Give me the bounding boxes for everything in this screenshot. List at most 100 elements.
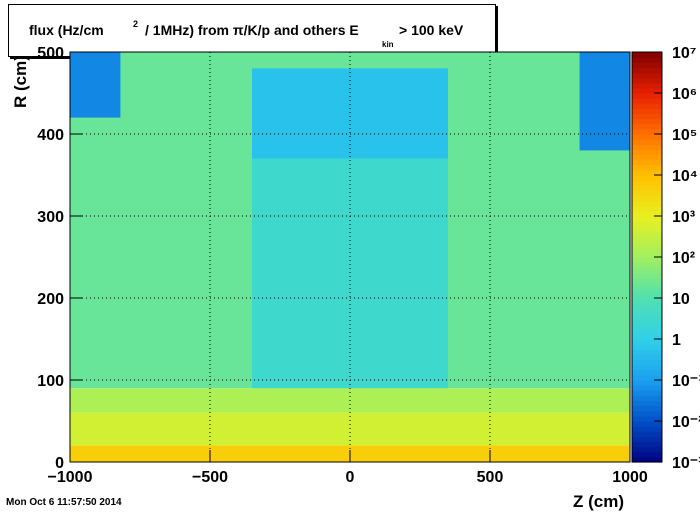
palette-step-27 [632, 318, 662, 325]
heatmap-region-5 [252, 68, 448, 159]
palette-step-3 [632, 441, 662, 448]
palette-step-22 [632, 344, 662, 350]
palette-step-70 [632, 98, 662, 104]
palette-step-71 [632, 93, 662, 99]
palette-step-72 [632, 87, 662, 94]
palette-label-8: 10⁵ [672, 127, 697, 144]
palette-step-68 [632, 108, 662, 115]
palette-step-44 [632, 231, 662, 238]
palette-step-69 [632, 103, 662, 109]
palette-step-12 [632, 395, 662, 402]
palette-step-24 [632, 333, 662, 340]
palette-step-51 [632, 195, 662, 202]
palette-step-30 [632, 303, 662, 309]
y-tick-label-2: 200 [37, 291, 64, 308]
palette-step-16 [632, 374, 662, 381]
palette-step-19 [632, 359, 662, 366]
palette-step-20 [632, 354, 662, 361]
palette-step-41 [632, 246, 662, 253]
palette-step-43 [632, 236, 662, 243]
palette-step-13 [632, 390, 662, 396]
palette-step-42 [632, 241, 662, 248]
palette-step-5 [632, 431, 662, 437]
y-tick-label-0: 0 [55, 455, 64, 472]
palette-step-39 [632, 257, 662, 263]
palette-step-50 [632, 200, 662, 207]
palette-step-79 [632, 52, 662, 58]
palette-step-64 [632, 128, 662, 135]
palette-step-14 [632, 385, 662, 391]
palette-step-78 [632, 57, 662, 63]
palette-step-17 [632, 369, 662, 376]
palette-step-8 [632, 415, 662, 422]
palette-step-15 [632, 380, 662, 386]
palette-step-47 [632, 216, 662, 222]
palette-label-7: 10⁴ [672, 168, 698, 185]
palette-step-56 [632, 169, 662, 176]
x-tick-label-0: −1000 [48, 469, 93, 486]
palette-step-6 [632, 426, 662, 432]
title-superscript: 2 [133, 19, 139, 29]
palette-step-62 [632, 139, 662, 145]
x-tick-label-1: −500 [192, 469, 228, 486]
palette-step-52 [632, 190, 662, 197]
palette-step-55 [632, 175, 662, 181]
palette-label-5: 10² [672, 250, 695, 267]
palette-label-1: 10⁻² [672, 414, 700, 431]
y-tick-label-1: 100 [37, 373, 64, 390]
palette-step-63 [632, 134, 662, 140]
palette-step-2 [632, 446, 662, 453]
palette-step-10 [632, 405, 662, 412]
palette-step-67 [632, 113, 662, 120]
title-part-2: / 1MHz) from π/K/p and others E [145, 22, 359, 38]
x-tick-label-4: 1000 [612, 469, 648, 486]
palette-step-26 [632, 323, 662, 330]
palette-step-73 [632, 82, 662, 89]
palette-step-48 [632, 210, 662, 217]
palette-step-57 [632, 164, 662, 171]
palette-step-74 [632, 77, 662, 84]
palette-step-21 [632, 349, 662, 355]
palette-step-49 [632, 205, 662, 212]
x-tick-label-2: 0 [346, 469, 355, 486]
palette-step-75 [632, 72, 662, 79]
palette-label-0: 10⁻³ [672, 455, 700, 472]
palette-step-37 [632, 267, 662, 273]
palette-label-6: 10³ [672, 209, 695, 226]
palette-step-4 [632, 436, 662, 443]
palette-step-77 [632, 62, 662, 68]
palette-step-36 [632, 272, 662, 279]
palette-step-61 [632, 144, 662, 150]
palette-step-32 [632, 292, 662, 299]
heatmap-region-6 [70, 52, 121, 118]
palette-step-11 [632, 400, 662, 407]
palette-step-46 [632, 221, 662, 227]
palette-step-59 [632, 154, 662, 161]
palette-step-35 [632, 277, 662, 284]
palette-step-54 [632, 180, 662, 186]
palette-step-33 [632, 287, 662, 294]
x-axis-label: Z (cm) [573, 492, 624, 511]
palette-step-76 [632, 67, 662, 74]
y-tick-label-5: 500 [37, 45, 64, 62]
palette-step-25 [632, 328, 662, 335]
title-part-1: flux (Hz/cm [29, 22, 104, 38]
title-part-3: > 100 keV [399, 22, 464, 38]
heatmap-region-7 [579, 52, 630, 151]
palette-label-10: 10⁷ [672, 45, 696, 62]
palette-step-38 [632, 262, 662, 268]
plot-title-box: flux (Hz/cm 2 / 1MHz) from π/K/p and oth… [8, 4, 496, 57]
palette-step-40 [632, 251, 662, 258]
palette-label-9: 10⁶ [672, 86, 697, 103]
y-axis-label: R (cm) [11, 55, 30, 108]
palette-step-34 [632, 282, 662, 289]
palette-step-7 [632, 421, 662, 427]
palette-step-29 [632, 308, 662, 314]
palette-label-3: 1 [672, 332, 681, 349]
palette-label-4: 10 [672, 291, 690, 308]
palette-step-1 [632, 451, 662, 458]
y-tick-label-3: 300 [37, 209, 64, 226]
palette-step-66 [632, 118, 662, 125]
palette-step-28 [632, 313, 662, 320]
palette-step-53 [632, 185, 662, 191]
